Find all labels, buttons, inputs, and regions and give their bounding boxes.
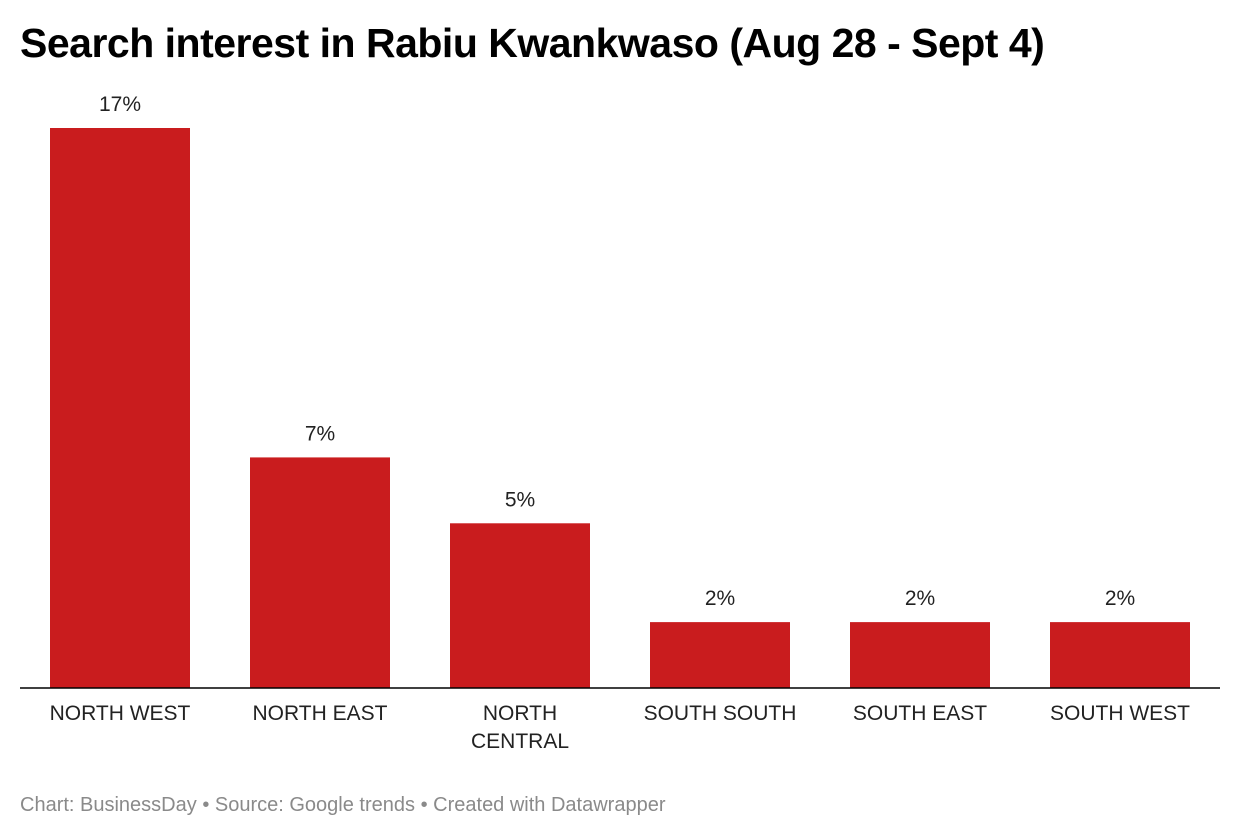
bar bbox=[1050, 622, 1190, 688]
footer-separator: • bbox=[420, 794, 428, 816]
bar-value-label: 2% bbox=[1105, 587, 1135, 610]
source-text: Source: Google trends bbox=[214, 794, 416, 816]
bars-layer bbox=[50, 128, 1190, 688]
category-labels-layer: NORTH WEST NORTH EAST NORTH CENTRAL SOUTH SO… bbox=[50, 702, 1191, 753]
category-label: SOUTH SOUTH bbox=[644, 702, 797, 725]
category-label: SOUTH WEST bbox=[1050, 702, 1190, 725]
bar bbox=[250, 457, 390, 688]
chart-credit: Chart: BusinessDay bbox=[20, 794, 197, 816]
footer-separator: • bbox=[202, 794, 210, 816]
category-label: NORTH CENTRAL bbox=[471, 702, 569, 753]
bar-value-label: 17% bbox=[99, 93, 141, 116]
category-label: SOUTH EAST bbox=[853, 702, 987, 725]
bar bbox=[50, 128, 190, 688]
bar-value-label: 2% bbox=[705, 587, 735, 610]
bar-value-label: 5% bbox=[505, 488, 535, 511]
bar-value-label: 7% bbox=[305, 422, 335, 445]
bar-value-label: 2% bbox=[905, 587, 935, 610]
bar bbox=[650, 622, 790, 688]
chart-title: Search interest in Rabiu Kwankwaso (Aug … bbox=[20, 20, 1045, 66]
value-labels-layer: 17% 7% 5% 2% 2% 2% bbox=[99, 93, 1135, 610]
bar bbox=[450, 523, 590, 688]
category-label: NORTH WEST bbox=[50, 702, 191, 725]
category-label: NORTH EAST bbox=[253, 702, 388, 725]
chart-footer: Chart: BusinessDay • Source: Google tren… bbox=[20, 794, 666, 817]
bar bbox=[850, 622, 990, 688]
created-with-text: Created with Datawrapper bbox=[433, 794, 666, 816]
